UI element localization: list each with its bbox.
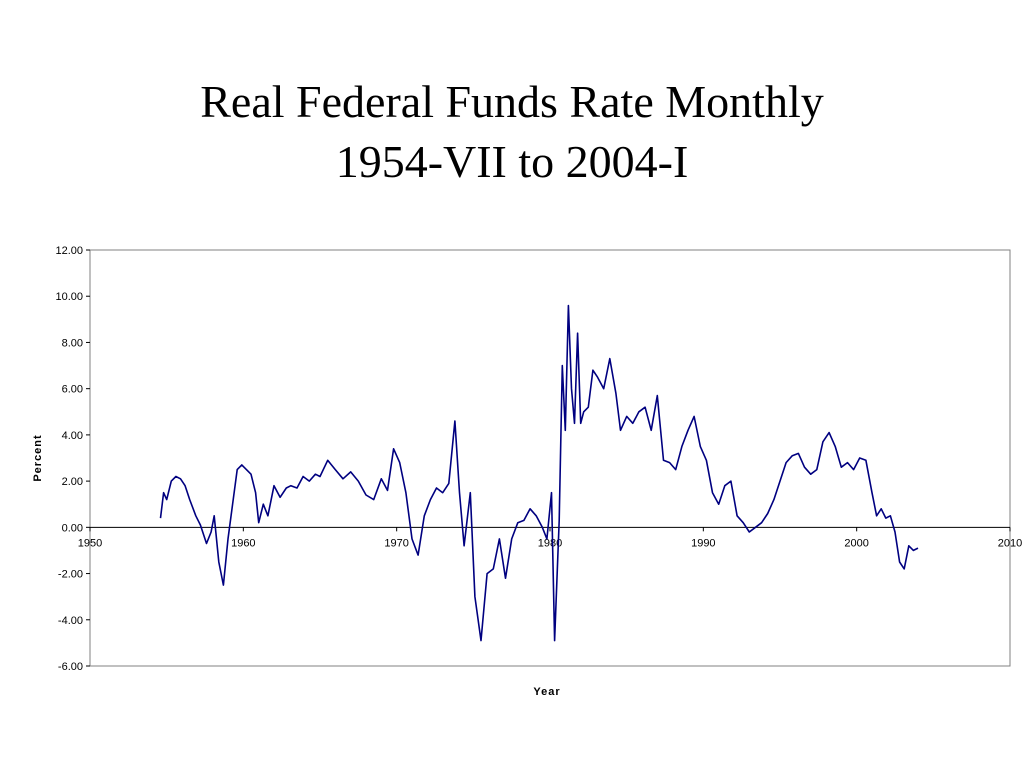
y-tick-label: 0.00 (62, 522, 83, 534)
series-line (159, 304, 919, 642)
title-line-1: Real Federal Funds Rate Monthly (200, 76, 824, 127)
y-axis-ticks: 12.00 10.00 8.00 6.00 4.00 2.00 0.00 -2.00 -4.00… (55, 245, 90, 673)
slide-title: Real Federal Funds Rate Monthly 1954-VII… (0, 72, 1024, 192)
plot-area (89, 249, 1011, 667)
x-axis-label: Year (533, 686, 560, 698)
y-tick-label: -6.00 (58, 661, 83, 673)
x-tick-label: 2000 (844, 537, 868, 549)
y-axis-label: Percent (32, 434, 44, 481)
x-tick-label: 1980 (538, 537, 562, 549)
y-tick-label: 8.00 (62, 337, 83, 349)
y-tick-label: 2.00 (62, 476, 83, 488)
x-axis-ticks: 1950 1960 1970 1980 1990 2000 2010 (78, 527, 1022, 549)
y-tick-label: 6.00 (62, 384, 83, 396)
title-line-2: 1954-VII to 2004-I (335, 136, 689, 187)
y-tick-label: -4.00 (58, 615, 83, 627)
y-tick-label: 10.00 (55, 291, 83, 303)
x-tick-label: 1950 (78, 537, 102, 549)
y-tick-label: 4.00 (62, 430, 83, 442)
x-tick-label: 2010 (998, 537, 1022, 549)
y-tick-label: -2.00 (58, 569, 83, 581)
x-tick-label: 1960 (231, 537, 255, 549)
x-tick-label: 1990 (691, 537, 715, 549)
x-tick-label: 1970 (384, 537, 408, 549)
y-tick-label: 12.00 (55, 245, 83, 257)
